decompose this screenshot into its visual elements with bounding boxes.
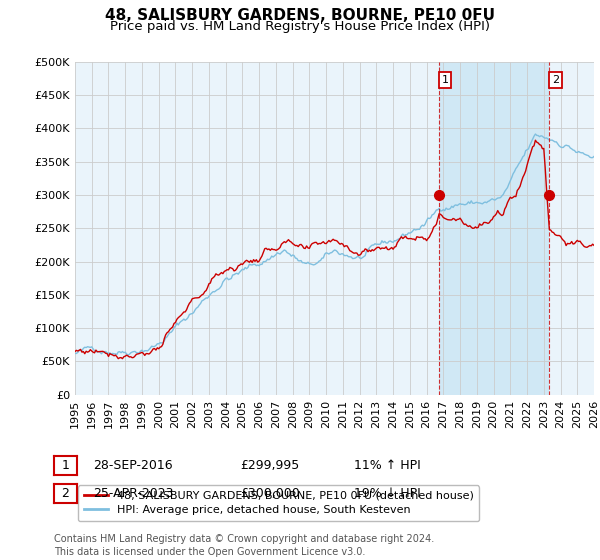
Text: 2: 2 — [61, 487, 70, 501]
Text: £300,000: £300,000 — [240, 487, 300, 501]
Text: £299,995: £299,995 — [240, 459, 299, 473]
Text: Contains HM Land Registry data © Crown copyright and database right 2024.
This d: Contains HM Land Registry data © Crown c… — [54, 534, 434, 557]
Bar — [439, 62, 549, 395]
Text: 2: 2 — [552, 75, 559, 85]
Text: Price paid vs. HM Land Registry's House Price Index (HPI): Price paid vs. HM Land Registry's House … — [110, 20, 490, 33]
Text: 28-SEP-2016: 28-SEP-2016 — [93, 459, 173, 473]
Text: 1: 1 — [61, 459, 70, 473]
Text: 1: 1 — [442, 75, 449, 85]
Text: 48, SALISBURY GARDENS, BOURNE, PE10 0FU: 48, SALISBURY GARDENS, BOURNE, PE10 0FU — [105, 8, 495, 24]
Text: 19% ↓ HPI: 19% ↓ HPI — [354, 487, 421, 501]
Legend: 48, SALISBURY GARDENS, BOURNE, PE10 0FU (detached house), HPI: Average price, de: 48, SALISBURY GARDENS, BOURNE, PE10 0FU … — [78, 486, 479, 521]
Text: 25-APR-2023: 25-APR-2023 — [93, 487, 173, 501]
Text: 11% ↑ HPI: 11% ↑ HPI — [354, 459, 421, 473]
